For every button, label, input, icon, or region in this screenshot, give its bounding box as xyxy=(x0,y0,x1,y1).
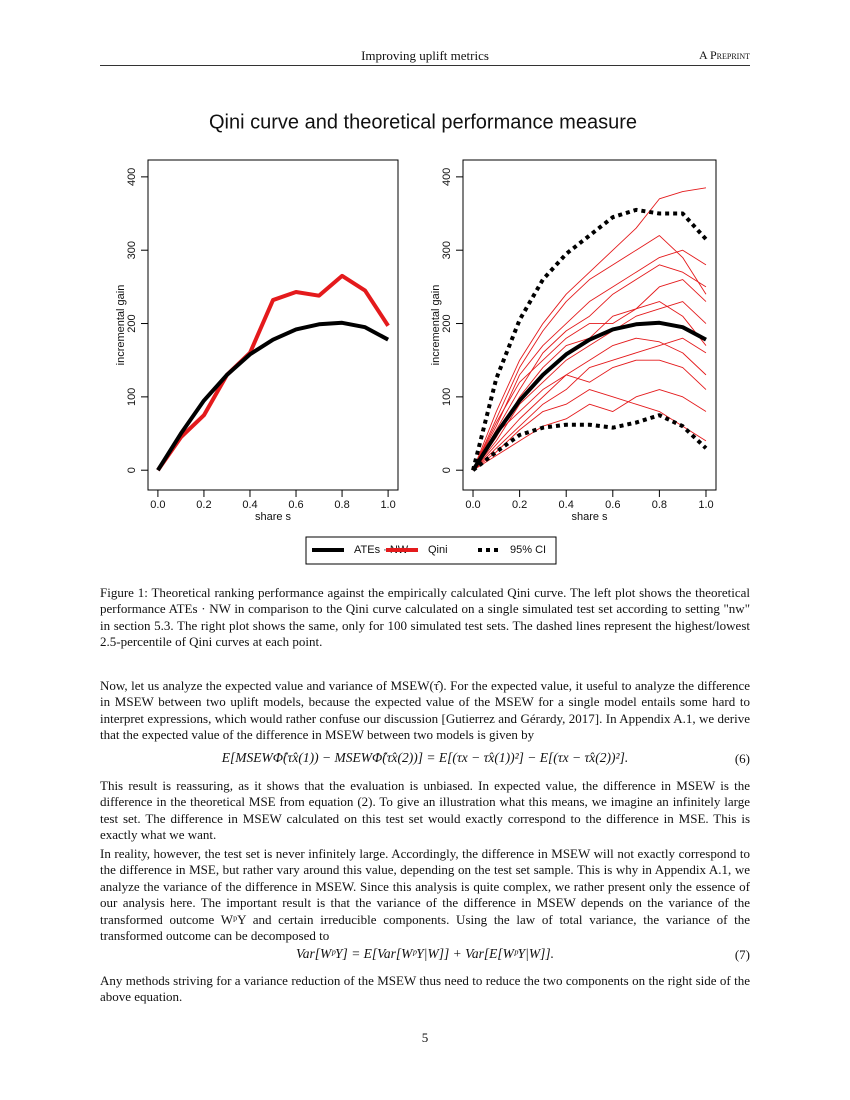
line xyxy=(471,320,707,472)
y-axis-label: incremental gain xyxy=(115,285,127,366)
line xyxy=(156,320,390,472)
line xyxy=(472,187,707,471)
header-tag: A Preprint xyxy=(698,48,750,62)
paragraph: This result is reassuring, as it shows t… xyxy=(100,778,750,843)
y-tick-label: 200 xyxy=(126,314,138,332)
y-tick-label: 100 xyxy=(441,388,453,406)
y-tick-label: 0 xyxy=(441,467,453,473)
line xyxy=(156,273,390,472)
y-tick-label: 100 xyxy=(126,388,138,406)
plot-box xyxy=(462,159,717,491)
header-title: Improving uplift metrics xyxy=(361,48,489,63)
x-axis-label: share s xyxy=(255,511,292,523)
legend-box xyxy=(305,536,557,565)
line xyxy=(471,207,708,471)
x-tick-label: 0.6 xyxy=(605,499,620,511)
y-tick-label: 400 xyxy=(126,168,138,186)
paragraph: Now, let us analyze the expected value a… xyxy=(100,678,750,743)
x-axis-label: share s xyxy=(571,511,608,523)
line xyxy=(472,389,707,471)
line xyxy=(472,389,707,471)
x-tick-label: 0.8 xyxy=(334,499,349,511)
y-tick-label: 300 xyxy=(441,241,453,259)
x-tick-label: 0.8 xyxy=(652,499,667,511)
line xyxy=(472,279,707,471)
x-tick-label: 1.0 xyxy=(698,499,713,511)
x-tick-label: 0.4 xyxy=(242,499,257,511)
y-tick-label: 400 xyxy=(441,168,453,186)
equation-number: (6) xyxy=(734,751,750,766)
x-tick-label: 1.0 xyxy=(380,499,395,511)
line xyxy=(472,249,707,471)
page-number: 5 xyxy=(421,1030,429,1045)
line xyxy=(472,359,707,471)
x-tick-label: 0.2 xyxy=(196,499,211,511)
paragraph: In reality, however, the test set is nev… xyxy=(100,846,750,944)
equation-number: (7) xyxy=(734,947,750,962)
figure: Qini curve and theoretical performance m… xyxy=(115,111,717,565)
caption: Figure 1: Theoretical ranking performanc… xyxy=(100,585,750,650)
plot-box xyxy=(147,159,399,491)
x-tick-label: 0.0 xyxy=(465,499,480,511)
x-tick-label: 0.6 xyxy=(288,499,303,511)
line xyxy=(472,264,707,471)
equation: Var[WᵖY] = E[Var[WᵖY|W]] + Var[E[WᵖY|W]]… xyxy=(295,946,554,961)
line xyxy=(472,337,707,471)
figure-title: Qini curve and theoretical performance m… xyxy=(209,111,637,133)
equation: E[MSEWΦ̂(τ̂x(1)) − MSEWΦ̂(τ̂x(2))] = E[(… xyxy=(221,750,629,765)
line xyxy=(472,235,707,471)
x-tick-label: 0.4 xyxy=(559,499,574,511)
legend-label: 95% CI xyxy=(510,544,546,556)
line xyxy=(471,413,708,472)
y-tick-label: 300 xyxy=(126,241,138,259)
y-tick-label: 0 xyxy=(126,467,138,473)
x-tick-label: 0.0 xyxy=(150,499,165,511)
y-tick-label: 200 xyxy=(441,314,453,332)
paragraph: Any methods striving for a variance redu… xyxy=(100,973,750,1005)
legend-label: Qini xyxy=(428,544,448,556)
line xyxy=(472,337,707,471)
legend-label: ATEs · NW xyxy=(354,544,409,556)
x-tick-label: 0.2 xyxy=(512,499,527,511)
y-axis-label: incremental gain xyxy=(430,285,442,366)
header: Improving uplift metrics A Preprint xyxy=(100,48,750,66)
